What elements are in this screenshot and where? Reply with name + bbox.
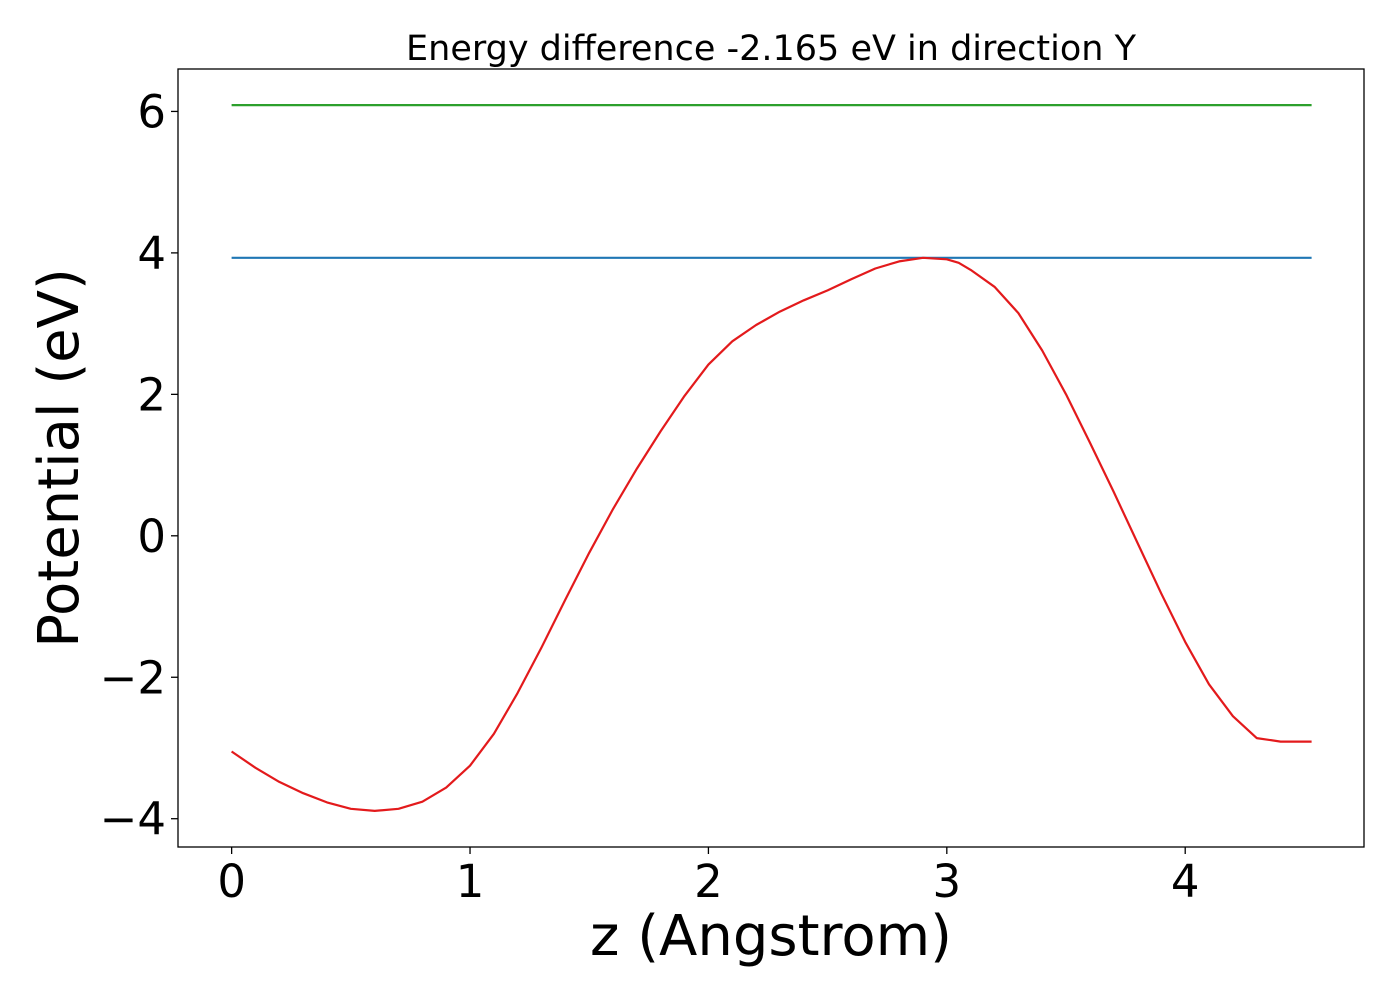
y-tick-label: 0 — [137, 510, 166, 563]
x-tick-label: 3 — [932, 855, 961, 908]
x-tick-label: 4 — [1171, 855, 1200, 908]
y-tick-label: 6 — [137, 85, 166, 138]
x-tick-label: 0 — [217, 855, 246, 908]
potential-curve — [230, 256, 1312, 812]
y-tick-label: 2 — [137, 368, 166, 421]
plot-frame — [177, 68, 1365, 848]
y-tick-label: −4 — [100, 793, 166, 846]
x-tick-label: 1 — [456, 855, 485, 908]
x-tick-label: 2 — [694, 855, 723, 908]
x-axis: 0 1 2 3 4 — [217, 847, 1200, 908]
y-axis-label: Potential (eV) — [27, 268, 92, 648]
x-axis-label: z (Angstrom) — [590, 904, 952, 969]
plot-area — [230, 104, 1312, 812]
y-tick-label: −2 — [100, 651, 166, 704]
y-axis: −4 −2 0 2 4 6 — [100, 85, 178, 846]
y-tick-label: 4 — [137, 227, 166, 280]
chart-title: Energy difference -2.165 eV in direction… — [406, 29, 1137, 69]
